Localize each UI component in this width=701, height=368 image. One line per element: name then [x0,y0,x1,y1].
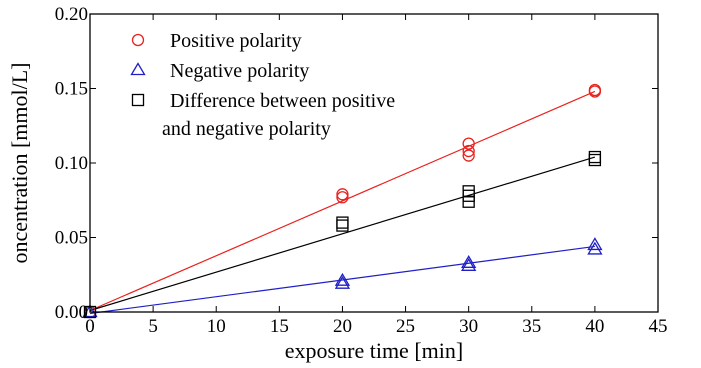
data-point-circle [462,144,475,158]
y-tick-label: 0.20 [55,4,88,25]
x-tick-label: 40 [585,316,604,337]
legend-label: Positive polarity [170,30,302,52]
axis-ticks: 0 5 10 15 20 25 30 35 40 45 0.00 0.05 0.10 0.15 0.20 [55,4,668,337]
fit-lines [89,90,596,315]
y-tick-label: 0.15 [55,79,88,100]
x-tick-label: 25 [396,316,415,337]
x-tick-label: 45 [649,316,668,337]
legend-marker-triangle [130,62,146,76]
fit-line-triangle [89,245,595,315]
data-point-triangle [82,304,98,318]
data-point-triangle [587,241,603,255]
legend-label: Difference between positive [170,90,395,112]
fit-line-square [89,156,596,312]
x-axis-title: exposure time [min] [285,338,463,363]
legend: Positive polarity Negative polarity Differ… [130,30,395,140]
data-markers [82,83,603,319]
data-point-circle [462,137,475,150]
x-tick-label: 5 [148,316,158,337]
plot-frame [89,13,659,313]
x-tick-label: 35 [522,316,541,337]
x-tick-label: 20 [333,316,352,337]
data-point-circle [336,188,349,201]
data-point-circle [588,85,602,98]
y-tick-label: 0.05 [55,228,88,249]
legend-marker-square [131,93,145,107]
data-point-triangle [461,255,477,268]
y-tick-label: 0.10 [55,153,88,174]
data-point-triangle [587,237,603,251]
x-tick-label: 0 [85,316,95,337]
data-point-triangle [334,275,351,289]
data-point-circle [336,191,349,204]
data-point-triangle [461,258,477,271]
data-point-circle [462,149,475,162]
data-point-square [462,195,475,208]
data-point-square [336,216,349,229]
data-point-square [588,153,602,167]
legend-label: Negative polarity [170,60,309,82]
data-point-square [336,219,349,232]
y-axis-title: oncentration [mmol/L] [7,63,32,264]
legend-marker-circle [131,33,145,47]
y-tick-label: 0.00 [55,302,88,323]
legend-label-line2: and negative polarity [162,118,331,140]
x-tick-label: 30 [459,316,478,337]
fit-line-circle [89,90,596,312]
x-tick-label: 10 [207,316,226,337]
x-tick-label: 15 [270,316,289,337]
data-point-triangle [334,272,351,286]
